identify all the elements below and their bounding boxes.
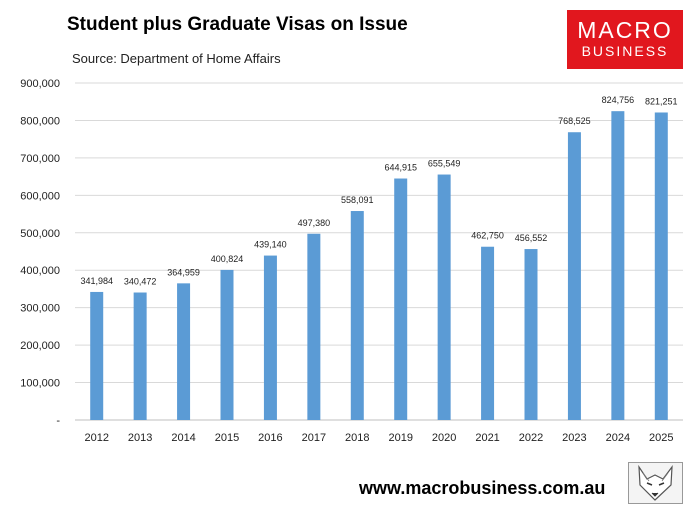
data-label: 644,915 — [384, 163, 417, 173]
x-tick-label: 2015 — [215, 432, 239, 444]
data-label: 497,380 — [298, 218, 331, 228]
data-label: 400,824 — [211, 254, 244, 264]
x-tick-label: 2022 — [519, 432, 543, 444]
y-tick-label: 800,000 — [20, 115, 60, 127]
y-tick-label: 900,000 — [20, 78, 60, 90]
x-tick-label: 2021 — [475, 432, 499, 444]
bar — [654, 112, 668, 421]
y-tick-label: 400,000 — [20, 265, 60, 277]
data-label: 364,959 — [167, 267, 200, 277]
y-tick-label: 700,000 — [20, 153, 60, 165]
data-label: 456,552 — [515, 233, 548, 243]
data-label: 824,756 — [602, 95, 635, 105]
bar — [524, 249, 538, 420]
bar — [90, 291, 104, 420]
x-tick-label: 2025 — [649, 432, 673, 444]
bar — [220, 269, 234, 420]
x-tick-label: 2014 — [171, 432, 195, 444]
y-tick-label: 500,000 — [20, 228, 60, 240]
y-tick-label: - — [56, 415, 60, 427]
bar — [437, 174, 451, 420]
data-label: 821,251 — [645, 96, 678, 106]
website-url: www.macrobusiness.com.au — [359, 478, 606, 498]
y-tick-label: 100,000 — [20, 378, 60, 390]
fox-icon — [628, 462, 683, 504]
data-label: 439,140 — [254, 240, 287, 250]
y-tick-label: 600,000 — [20, 190, 60, 202]
data-label: 341,984 — [80, 276, 113, 286]
x-tick-label: 2016 — [258, 432, 282, 444]
chart-title: Student plus Graduate Visas on Issue — [67, 14, 408, 35]
macrobusiness-logo: MACRO BUSINESS — [567, 10, 683, 69]
bar — [567, 132, 581, 420]
data-label: 340,472 — [124, 277, 157, 287]
bar — [307, 233, 321, 420]
data-label: 768,525 — [558, 116, 591, 126]
bar — [263, 255, 277, 420]
data-label: 655,549 — [428, 159, 461, 169]
bar — [177, 283, 191, 420]
bar — [133, 292, 147, 420]
data-label: 462,750 — [471, 231, 504, 241]
bar — [481, 246, 495, 420]
logo-text-macro: MACRO — [577, 17, 673, 43]
chart-subtitle: Source: Department of Home Affairs — [72, 51, 281, 66]
bar-chart: - 100,000 200,000 300,000 400,000 500,000 600,… — [20, 78, 683, 444]
y-tick-label: 200,000 — [20, 340, 60, 352]
bar — [350, 211, 364, 420]
x-tick-label: 2012 — [84, 432, 108, 444]
y-tick-label: 300,000 — [20, 303, 60, 315]
bar — [611, 111, 625, 421]
x-tick-label: 2023 — [562, 432, 586, 444]
x-tick-label: 2020 — [432, 432, 456, 444]
logo-text-business: BUSINESS — [581, 43, 669, 59]
x-tick-label: 2017 — [302, 432, 326, 444]
x-tick-label: 2024 — [606, 432, 630, 444]
x-tick-label: 2019 — [388, 432, 412, 444]
data-label: 558,091 — [341, 195, 374, 205]
x-tick-label: 2013 — [128, 432, 152, 444]
bar — [394, 178, 408, 420]
x-tick-label: 2018 — [345, 432, 369, 444]
